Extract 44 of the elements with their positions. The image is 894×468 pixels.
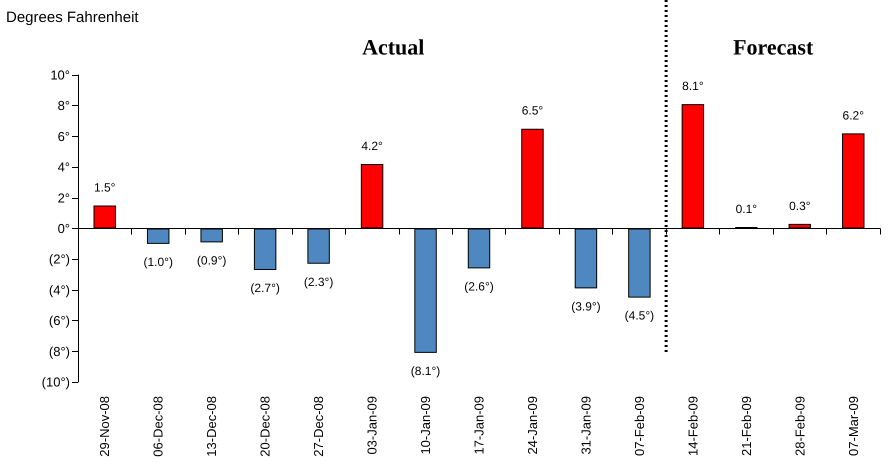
x-tick-label: 13-Dec-08	[204, 396, 220, 457]
data-label: 1.5°	[94, 180, 116, 194]
x-tick-label: 07-Mar-09	[846, 396, 861, 456]
x-tick-label: 21-Feb-09	[738, 396, 754, 456]
data-label: 4.2°	[361, 139, 384, 154]
y-tick-label: 0°	[58, 221, 70, 236]
data-label: (4.5°)	[624, 308, 654, 323]
data-label: 0.1°	[736, 202, 758, 216]
x-tick-label: 24-Jan-09	[524, 396, 540, 455]
data-label: (8.1°)	[410, 364, 440, 378]
data-label: 6.2°	[842, 108, 864, 122]
x-tick-label: 28-Feb-09	[792, 396, 808, 456]
data-label: (1.0°)	[143, 254, 173, 269]
x-tick-label: 14-Feb-09	[685, 396, 700, 456]
y-tick-label: 8°	[58, 98, 70, 114]
data-label: (0.9°)	[196, 253, 226, 268]
data-label: 0.3°	[789, 198, 811, 213]
y-tick-label: (4°)	[48, 282, 70, 298]
x-tick-label: 29-Nov-08	[97, 396, 112, 457]
x-tick-label: 27-Dec-08	[311, 396, 326, 457]
y-axis-title: Degrees Fahrenheit	[6, 9, 140, 26]
y-tick-label: 2°	[58, 190, 70, 206]
data-label: (2.3°)	[304, 274, 334, 289]
data-label: (2.6°)	[464, 279, 494, 294]
y-tick-label: 6°	[58, 128, 70, 144]
x-tick-label: 03-Jan-09	[364, 396, 380, 455]
x-tick-label: 20-Dec-08	[258, 396, 273, 457]
y-tick-label: 10°	[50, 68, 70, 82]
y-tick-label: 4°	[58, 160, 70, 175]
data-label: 6.5°	[522, 104, 544, 118]
x-tick-label: 17-Jan-09	[472, 396, 486, 455]
y-tick-label: (10°)	[42, 374, 70, 390]
data-label: (2.7°)	[250, 280, 280, 295]
data-label: 8.1°	[682, 79, 704, 94]
data-label: (3.9°)	[571, 299, 601, 314]
x-tick-label: 06-Dec-08	[150, 396, 166, 457]
x-tick-label: 10-Jan-09	[418, 396, 434, 455]
y-tick-label: (2°)	[48, 252, 70, 267]
y-tick-label: (6°)	[48, 313, 70, 328]
x-tick-label: 31-Jan-09	[578, 396, 594, 455]
x-tick-label: 07-Feb-09	[632, 396, 647, 456]
text: Forecast	[733, 34, 814, 60]
y-tick-label: (8°)	[48, 344, 70, 359]
text: Actual	[362, 34, 424, 60]
